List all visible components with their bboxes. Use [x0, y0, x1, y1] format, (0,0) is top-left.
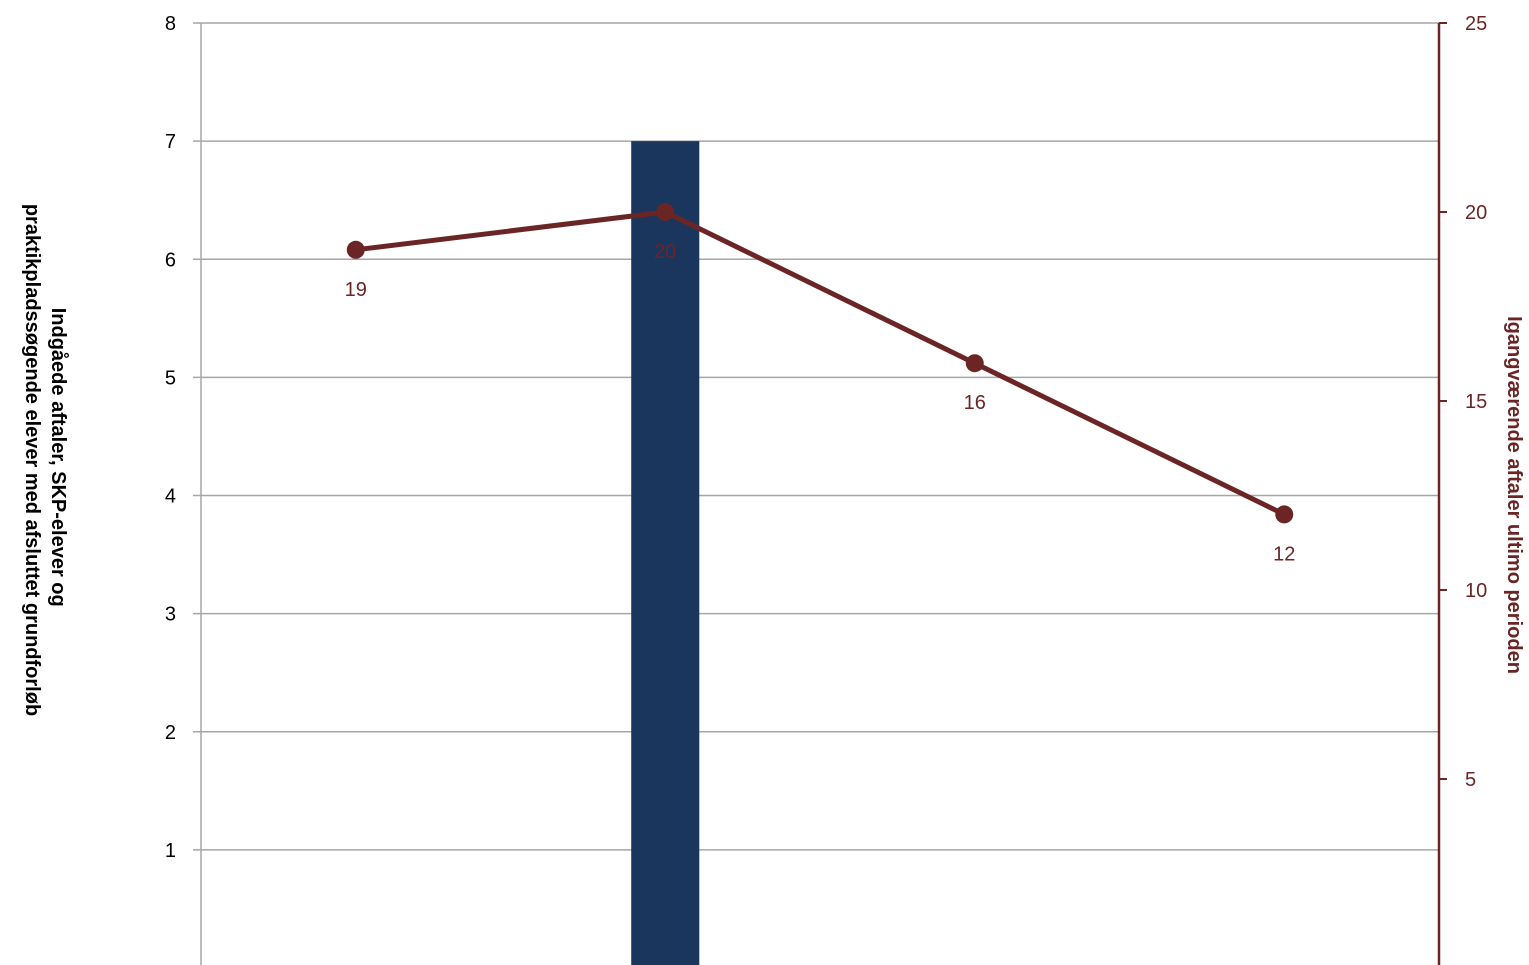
left-axis-title-line-2: praktikpladssøgende elever med afsluttet…: [21, 204, 43, 716]
left-tick-label-2: 3: [165, 604, 176, 626]
left-tick-label-4: 5: [165, 367, 176, 389]
right-tick-label-3: 20: [1465, 202, 1487, 224]
line-data-label-3: 12: [1273, 543, 1295, 565]
right-tick-label-4: 25: [1465, 13, 1487, 35]
right-tick-label-2: 15: [1465, 391, 1487, 413]
right-tick-label-0: 5: [1465, 769, 1476, 791]
left-axis-ticks: 1 2 3 4 5 6 7 8: [165, 13, 201, 862]
left-tick-label-5: 6: [165, 249, 176, 271]
left-tick-label-7: 8: [165, 13, 176, 35]
bar-1: [631, 141, 700, 965]
line-series-path: [355, 209, 1286, 517]
line-data-labels: 19 20 16 12: [345, 241, 1296, 565]
left-axis-title-line-1: Indgåede aftaler, SKP-elever og: [47, 308, 70, 607]
line-point-1: [656, 203, 675, 221]
left-tick-label-6: 7: [165, 131, 176, 153]
gridlines: [201, 22, 1439, 851]
line-data-label-1: 20: [654, 241, 676, 263]
right-axis-ticks: 5 10 15 20 25: [1439, 13, 1487, 791]
line-point-3: [1275, 505, 1294, 524]
right-tick-label-1: 10: [1465, 580, 1487, 602]
line-series-points: [346, 203, 1294, 524]
bar-series: [631, 141, 700, 965]
line-data-label-0: 19: [345, 279, 367, 301]
left-tick-label-0: 1: [165, 840, 176, 862]
left-tick-label-3: 4: [165, 486, 176, 508]
left-axis-title: Indgåede aftaler, SKP-elever og praktikp…: [21, 204, 70, 716]
line-data-label-2: 16: [964, 392, 986, 414]
right-axis-title: Igangværende aftaler ultimo perioden: [1503, 316, 1525, 674]
line-point-2: [965, 354, 984, 373]
left-tick-label-1: 2: [165, 722, 176, 744]
line-point-0: [346, 240, 365, 259]
